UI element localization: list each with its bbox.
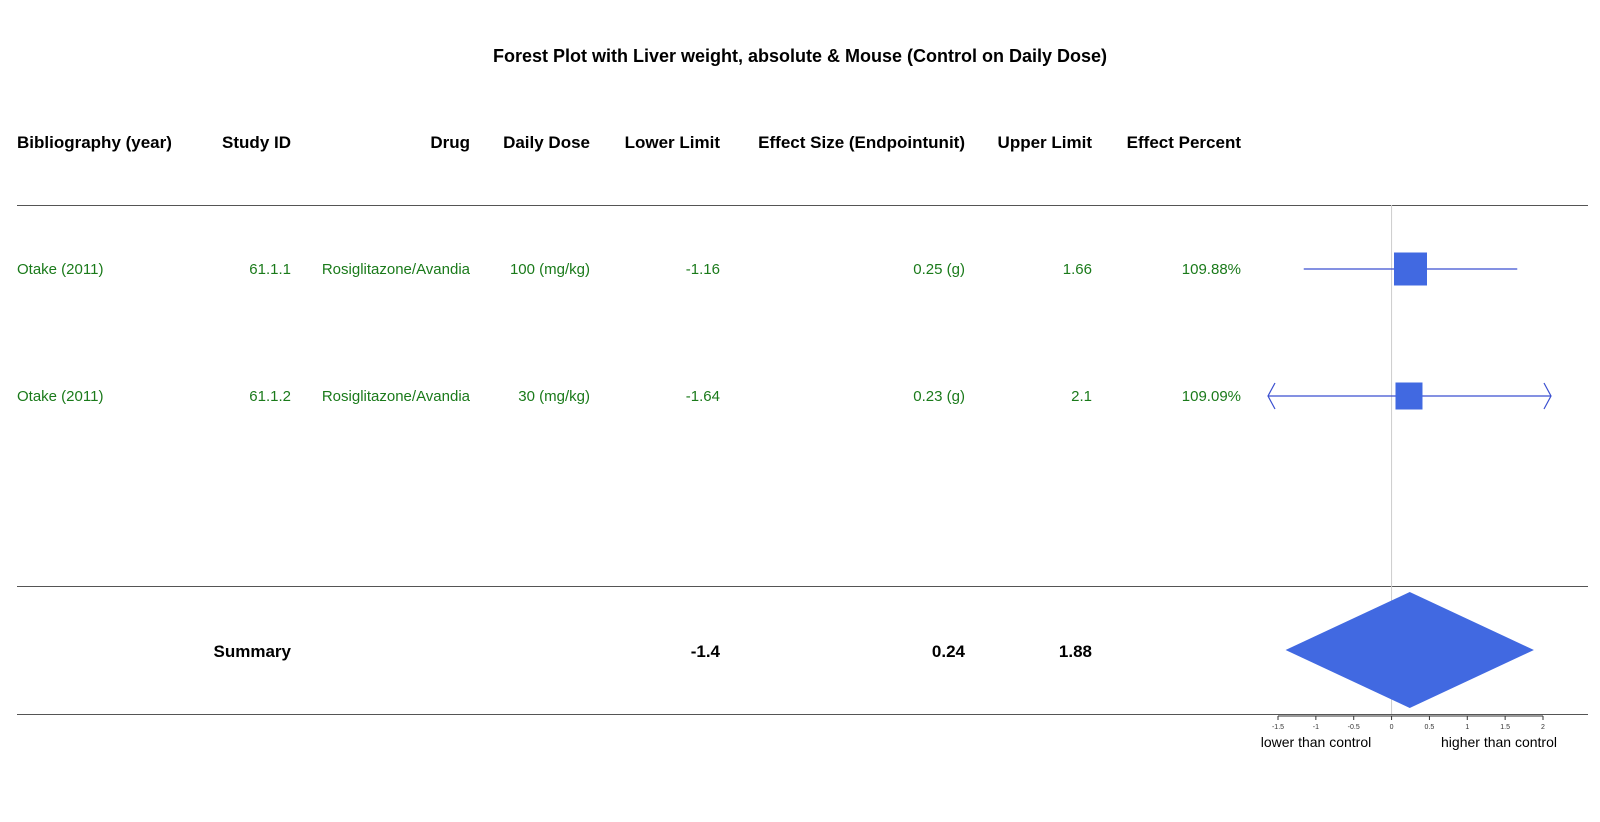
summary-diamond	[1285, 592, 1534, 708]
row-effect-percent: 109.88%	[1181, 261, 1241, 278]
summary-lower-limit: -1.4	[690, 642, 720, 661]
col-header-upper-limit: Upper Limit	[997, 133, 1092, 152]
row-bibliography: Otake (2011)	[17, 388, 104, 405]
row-study-id: 61.1.2	[249, 388, 291, 405]
x-tick-label: -1.5	[1272, 724, 1284, 731]
row-effect-percent: 109.09%	[1181, 388, 1241, 405]
col-header-daily-dose: Daily Dose	[503, 133, 590, 152]
ci-arrow-right	[1543, 382, 1552, 410]
row-upper-limit: 1.66	[1062, 261, 1092, 278]
summary-upper-limit: 1.88	[1058, 642, 1092, 661]
effect-marker	[1394, 252, 1427, 286]
row-effect-size: 0.23 (g)	[913, 388, 965, 405]
row-drug: Rosiglitazone/Avandia	[321, 261, 470, 278]
row-daily-dose: 100 (mg/kg)	[509, 261, 590, 278]
x-tick-label: 1	[1465, 724, 1469, 731]
header-divider	[17, 205, 1588, 206]
row-drug: Rosiglitazone/Avandia	[321, 388, 470, 405]
bottom-divider	[17, 714, 1588, 715]
row-lower-limit: -1.16	[685, 261, 720, 278]
col-header-study-id: Study ID	[222, 133, 291, 152]
axis-label-lower: lower than control	[1261, 734, 1372, 750]
x-tick-label: 1.5	[1500, 724, 1510, 731]
col-header-lower-limit: Lower Limit	[624, 133, 720, 152]
x-tick-label: 0.5	[1425, 724, 1435, 731]
row-daily-dose: 30 (mg/kg)	[518, 388, 590, 405]
row-bibliography: Otake (2011)	[17, 261, 104, 278]
col-header-effect-percent: Effect Percent	[1126, 133, 1241, 152]
x-tick-label: -1	[1313, 724, 1319, 731]
col-header-bibliography: Bibliography (year)	[17, 133, 172, 152]
row-effect-size: 0.25 (g)	[913, 261, 965, 278]
col-header-drug: Drug	[430, 133, 470, 152]
x-tick-label: 0	[1390, 724, 1394, 731]
axis-label-higher: higher than control	[1441, 734, 1557, 750]
x-tick-label: 2	[1541, 724, 1545, 731]
summary-label: Summary	[213, 642, 291, 661]
summary-divider	[17, 586, 1588, 587]
col-header-effect-size: Effect Size (Endpointunit)	[758, 133, 965, 152]
chart-title: Forest Plot with Liver weight, absolute …	[492, 46, 1108, 66]
row-lower-limit: -1.64	[685, 388, 720, 405]
summary-effect-size: 0.24	[931, 642, 965, 661]
row-study-id: 61.1.1	[249, 261, 291, 278]
x-tick-label: -0.5	[1348, 724, 1360, 731]
effect-marker	[1395, 382, 1423, 410]
ci-arrow-left	[1267, 382, 1276, 410]
row-upper-limit: 2.1	[1071, 388, 1092, 405]
